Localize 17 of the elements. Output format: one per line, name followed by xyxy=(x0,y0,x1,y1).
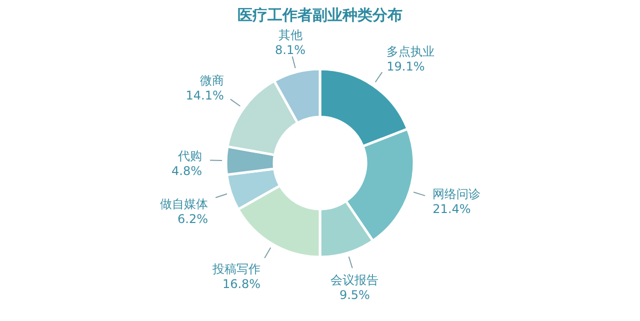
data-label: 21.4% xyxy=(432,202,471,216)
data-label: 9.5% xyxy=(339,288,370,302)
data-label: 6.2% xyxy=(178,212,208,226)
slice-label: 会议报告 xyxy=(330,272,379,287)
slice-label: 投稿写作 xyxy=(212,262,261,276)
slice-label: 微商 xyxy=(200,74,224,88)
slice-label: 其他 xyxy=(278,28,302,42)
data-label: 16.8% xyxy=(222,276,261,291)
data-label: 14.1% xyxy=(186,88,224,103)
slice-label: 代购 xyxy=(177,149,202,164)
slice-label: 做自媒体 xyxy=(160,197,208,212)
data-label: 8.1% xyxy=(275,42,306,57)
data-label: 19.1% xyxy=(386,60,425,74)
chart-title: 医疗工作者副业种类分布 xyxy=(238,6,402,24)
data-label: 4.8% xyxy=(172,164,202,178)
slice-label: 网络问诊 xyxy=(432,187,481,202)
slice-label: 多点执业 xyxy=(386,44,435,59)
